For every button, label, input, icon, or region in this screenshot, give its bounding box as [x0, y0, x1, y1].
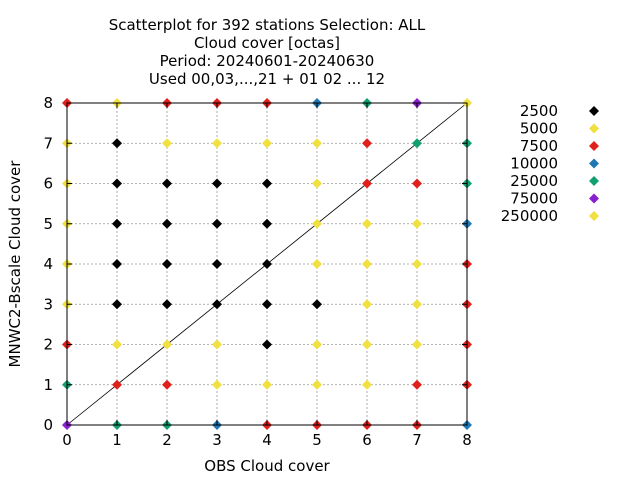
scatter-point	[112, 379, 122, 390]
scatter-point	[312, 138, 322, 149]
scatter-point	[312, 178, 322, 189]
y-tick-label: 6	[43, 175, 53, 193]
y-tick-label: 5	[43, 215, 53, 233]
legend-marker	[589, 141, 599, 151]
legend-marker	[589, 158, 599, 169]
scatter-point	[412, 218, 422, 229]
scatter-point	[312, 299, 322, 310]
scatter-point	[362, 218, 372, 229]
scatter-point	[112, 138, 122, 149]
legend-marker	[589, 193, 599, 204]
scatter-point	[212, 379, 222, 390]
scatter-point	[162, 178, 172, 189]
legend-marker	[589, 106, 599, 116]
chart-title-line: Used 00,03,...,21 + 01 02 ... 12	[149, 70, 385, 88]
y-tick-label: 1	[43, 376, 53, 394]
scatter-point	[262, 218, 272, 229]
scatter-point	[112, 259, 122, 269]
scatter-point	[362, 379, 372, 390]
chart-title-line: Scatterplot for 392 stations Selection: …	[109, 16, 426, 34]
legend-label: 2500	[520, 102, 558, 120]
legend-label: 10000	[510, 155, 558, 173]
scatter-point	[362, 178, 372, 189]
scatter-point	[312, 218, 322, 229]
legend-label: 7500	[520, 137, 558, 155]
scatter-point	[262, 178, 272, 189]
x-tick-label: 6	[362, 431, 372, 449]
scatter-point	[162, 339, 172, 350]
scatter-point	[412, 178, 422, 189]
scatter-point	[262, 299, 272, 310]
scatter-point	[312, 379, 322, 390]
scatter-point	[362, 339, 372, 350]
chart-title: Scatterplot for 392 stations Selection: …	[109, 16, 426, 88]
scatter-point	[312, 259, 322, 269]
scatter-point	[162, 299, 172, 310]
x-tick-label: 7	[412, 431, 422, 449]
scatter-point	[212, 259, 222, 269]
x-tick-label: 4	[262, 431, 272, 449]
legend-label: 75000	[510, 190, 558, 208]
scatter-point	[162, 379, 172, 390]
legend-label: 5000	[520, 120, 558, 138]
scatter-point	[412, 379, 422, 390]
scatter-point	[162, 259, 172, 269]
x-axis-label: OBS Cloud cover	[204, 457, 330, 475]
scatter-point	[212, 339, 222, 350]
x-axis-ticks: 0 1 2 3 4 5 6 7 8	[62, 103, 472, 449]
scatter-point	[212, 218, 222, 229]
legend-label: 250000	[501, 207, 558, 225]
x-tick-label: 0	[62, 431, 72, 449]
x-tick-label: 2	[162, 431, 172, 449]
legend-marker	[589, 211, 599, 221]
scatter-point	[112, 218, 122, 229]
chart-title-line: Cloud cover [octas]	[194, 34, 340, 52]
y-tick-label: 4	[43, 255, 53, 273]
scatter-point	[412, 299, 422, 310]
scatter-point	[112, 299, 122, 310]
scatter-point	[112, 339, 122, 350]
scatter-point	[312, 339, 322, 350]
scatter-point	[412, 339, 422, 350]
scatter-point	[212, 299, 222, 310]
scatter-point	[362, 259, 372, 269]
scatter-point	[262, 339, 272, 350]
y-tick-label: 7	[43, 134, 53, 152]
legend-marker	[589, 123, 599, 134]
scatter-point	[262, 138, 272, 149]
scatter-point	[112, 178, 122, 189]
y-tick-label: 8	[43, 94, 53, 112]
chart-title-line: Period: 20240601-20240630	[160, 52, 375, 70]
scatter-point	[262, 379, 272, 390]
y-tick-label: 2	[43, 336, 53, 354]
scatter-point	[162, 218, 172, 229]
x-tick-label: 8	[462, 431, 472, 449]
y-axis-label: MNWC2-Bscale Cloud cover	[6, 160, 24, 368]
legend-label: 25000	[510, 172, 558, 190]
y-tick-label: 3	[43, 295, 53, 313]
x-tick-label: 1	[112, 431, 122, 449]
y-tick-label: 0	[43, 416, 53, 434]
scatter-point	[262, 259, 272, 269]
scatter-point	[362, 299, 372, 310]
scatter-point	[212, 138, 222, 149]
x-tick-label: 3	[212, 431, 222, 449]
y-axis-ticks: 0 1 2 3 4 5 6 7 8	[43, 94, 467, 434]
scatter-point	[412, 138, 422, 149]
scatter-point	[212, 178, 222, 189]
scatter-point	[162, 138, 172, 149]
x-tick-label: 5	[312, 431, 322, 449]
scatter-point	[412, 259, 422, 269]
legend-marker	[589, 176, 599, 186]
scatter-point	[362, 138, 372, 149]
